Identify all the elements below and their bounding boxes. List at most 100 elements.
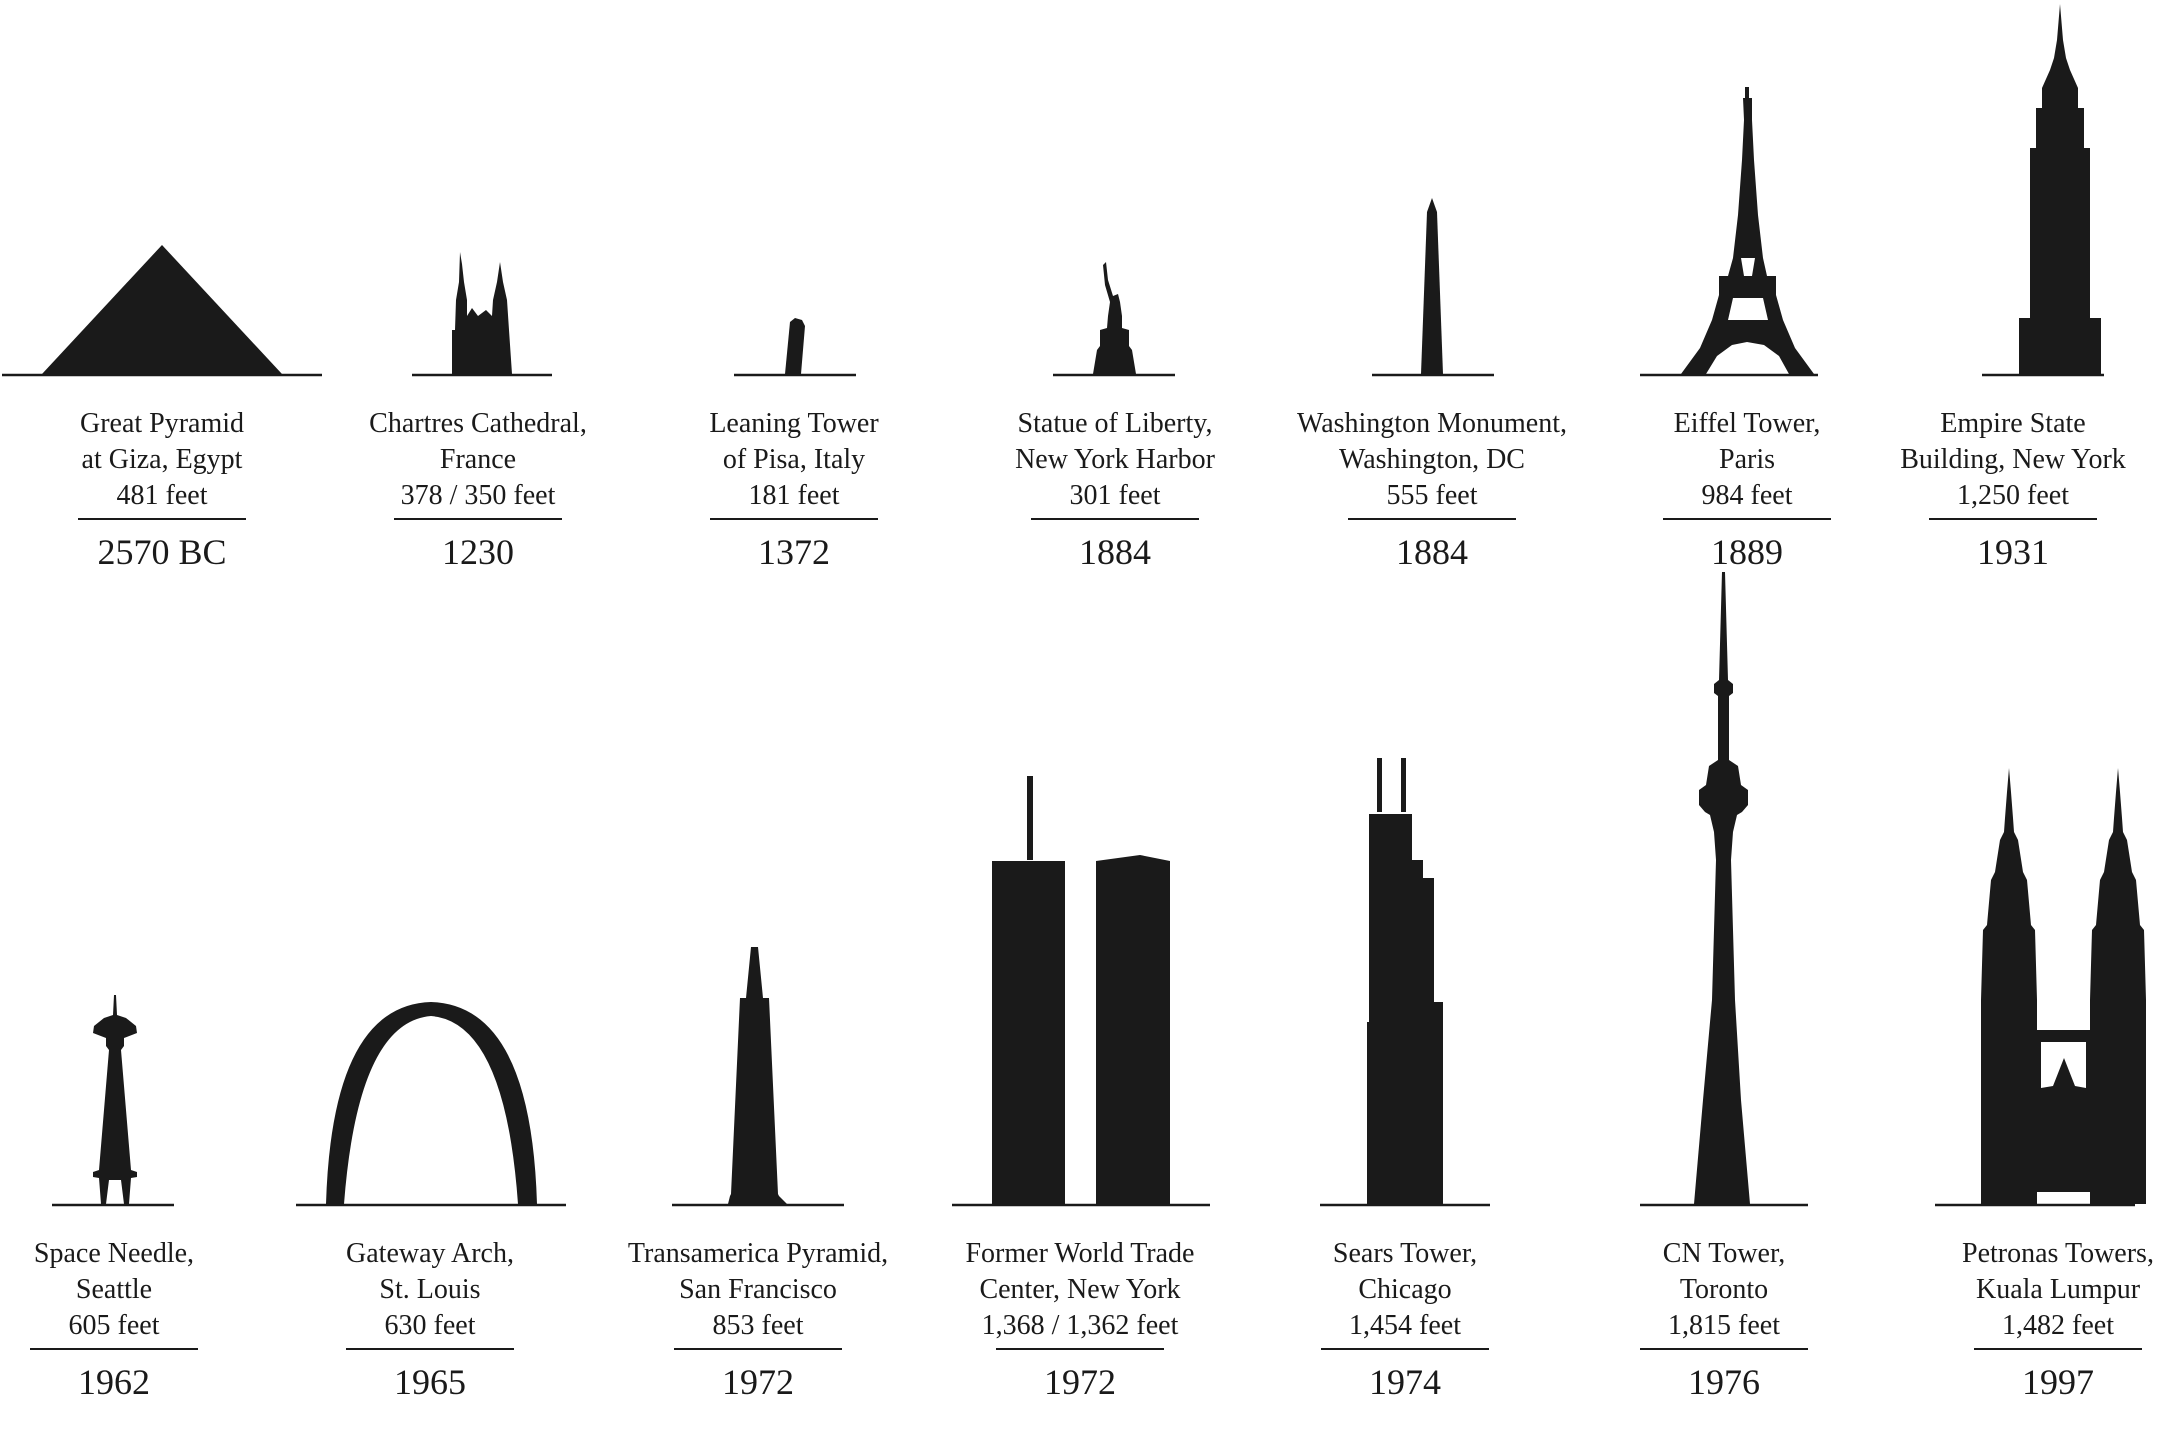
landmark-height: 301 feet — [1069, 480, 1161, 511]
divider — [1321, 1348, 1489, 1350]
landmark-location: Center, New York — [979, 1274, 1181, 1305]
space-needle-icon — [52, 995, 174, 1207]
landmark-year: 1372 — [758, 532, 830, 572]
landmark-year: 1965 — [394, 1362, 466, 1402]
label-washington-monument: Washington Monument, Washington, DC 555 … — [1272, 406, 1592, 574]
label-great-pyramid: Great Pyramid at Giza, Egypt 481 feet 25… — [2, 406, 322, 574]
obelisk-icon — [1372, 198, 1494, 377]
landmark-name: Sears Tower, — [1332, 1238, 1478, 1269]
landmark-year: 1972 — [722, 1362, 794, 1402]
landmark-height: 1,454 feet — [1349, 1310, 1461, 1341]
landmark-year: 1931 — [1977, 532, 2049, 572]
landmark-year: 1976 — [1688, 1362, 1760, 1402]
divider — [710, 518, 878, 520]
divider — [30, 1348, 198, 1350]
landmark-height: 378 / 350 feet — [400, 480, 556, 511]
skyscraper-icon — [1982, 4, 2104, 377]
leaning-tower-icon — [734, 318, 856, 377]
label-eiffel-tower: Eiffel Tower, Paris 984 feet 1889 — [1587, 406, 1907, 574]
landmark-location: of Pisa, Italy — [722, 444, 866, 475]
label-world-trade-center: Former World Trade Center, New York 1,36… — [920, 1236, 1240, 1404]
label-cn-tower: CN Tower, Toronto 1,815 feet 1976 — [1564, 1236, 1884, 1404]
landmark-name: Chartres Cathedral, — [369, 408, 587, 439]
landmark-location: France — [439, 444, 517, 475]
label-chartres-cathedral: Chartres Cathedral, France 378 / 350 fee… — [318, 406, 638, 574]
landmark-name: Former World Trade — [965, 1238, 1195, 1269]
divider — [674, 1348, 842, 1350]
landmark-year: 1974 — [1369, 1362, 1441, 1402]
landmark-height: 984 feet — [1701, 480, 1793, 511]
landmark-year: 1997 — [2022, 1362, 2094, 1402]
divider — [1640, 1348, 1808, 1350]
label-petronas-towers: Petronas Towers, Kuala Lumpur 1,482 feet… — [1898, 1236, 2183, 1404]
arch-icon — [296, 1002, 566, 1207]
divider — [1031, 518, 1199, 520]
landmark-name: Transamerica Pyramid, — [627, 1238, 889, 1269]
landmark-location: New York Harbor — [1015, 444, 1215, 475]
divider — [346, 1348, 514, 1350]
landmark-name: Empire State — [1940, 408, 2086, 439]
label-gateway-arch: Gateway Arch, St. Louis 630 feet 1965 — [270, 1236, 590, 1404]
landmark-location: Toronto — [1679, 1274, 1769, 1305]
landmark-name: Eiffel Tower, — [1673, 408, 1821, 439]
divider — [1974, 1348, 2142, 1350]
landmark-location: Paris — [1719, 444, 1775, 475]
landmark-location: Seattle — [75, 1274, 153, 1305]
landmark-year: 2570 BC — [97, 532, 227, 572]
landmark-height: 1,482 feet — [2002, 1310, 2114, 1341]
cathedral-icon — [412, 252, 552, 377]
landmark-height: 1,368 / 1,362 feet — [981, 1310, 1179, 1341]
era-label: BC — [178, 532, 227, 572]
stepped-tower-icon — [1320, 758, 1490, 1207]
landmark-height: 1,250 feet — [1957, 480, 2069, 511]
landmark-name: Leaning Tower — [709, 408, 879, 439]
petronas-towers-icon — [1935, 768, 2146, 1207]
pyramid-icon — [2, 245, 322, 377]
divider — [996, 1348, 1164, 1350]
cn-tower-icon — [1640, 572, 1808, 1207]
landmark-height: 555 feet — [1386, 480, 1478, 511]
landmark-height: 1,815 feet — [1668, 1310, 1780, 1341]
landmark-height: 630 feet — [384, 1310, 476, 1341]
spire-tower-icon — [672, 947, 844, 1207]
label-leaning-tower: Leaning Tower of Pisa, Italy 181 feet 13… — [634, 406, 954, 574]
landmark-location: Building, New York — [1900, 444, 2126, 475]
eiffel-tower-icon — [1640, 87, 1818, 377]
landmark-year: 1972 — [1044, 1362, 1116, 1402]
landmark-location: Chicago — [1358, 1274, 1452, 1305]
landmark-name: Great Pyramid — [79, 408, 245, 439]
landmark-height: 853 feet — [712, 1310, 804, 1341]
landmark-year: 1962 — [78, 1362, 150, 1402]
statue-icon — [1053, 262, 1175, 377]
label-space-needle: Space Needle, Seattle 605 feet 1962 — [0, 1236, 274, 1404]
landmark-location: St. Louis — [379, 1274, 481, 1305]
landmark-location: Washington, DC — [1339, 444, 1525, 475]
twin-towers-icon — [952, 776, 1210, 1207]
landmark-name: Petronas Towers, — [1962, 1238, 2154, 1269]
divider — [394, 518, 562, 520]
landmark-name: Washington Monument, — [1297, 408, 1567, 439]
label-sears-tower: Sears Tower, Chicago 1,454 feet 1974 — [1245, 1236, 1565, 1404]
landmark-year: 1884 — [1079, 532, 1151, 572]
landmark-name: CN Tower, — [1662, 1238, 1786, 1269]
label-statue-of-liberty: Statue of Liberty, New York Harbor 301 f… — [955, 406, 1275, 574]
divider — [78, 518, 246, 520]
landmark-year: 1230 — [442, 532, 514, 572]
landmark-location: Kuala Lumpur — [1975, 1274, 2141, 1305]
landmark-name: Statue of Liberty, — [1017, 408, 1213, 439]
divider — [1663, 518, 1831, 520]
divider — [1348, 518, 1516, 520]
landmark-height: 605 feet — [68, 1310, 160, 1341]
label-transamerica-pyramid: Transamerica Pyramid, San Francisco 853 … — [598, 1236, 918, 1404]
landmark-year: 1884 — [1396, 532, 1468, 572]
label-empire-state-building: Empire State Building, New York 1,250 fe… — [1853, 406, 2173, 574]
landmark-height: 181 feet — [748, 480, 840, 511]
landmark-height: 481 feet — [116, 480, 208, 511]
landmark-location: at Giza, Egypt — [81, 444, 243, 475]
landmark-name: Space Needle, — [33, 1238, 195, 1269]
landmark-year: 1889 — [1711, 532, 1783, 572]
divider — [1929, 518, 2097, 520]
landmark-location: San Francisco — [679, 1274, 837, 1305]
